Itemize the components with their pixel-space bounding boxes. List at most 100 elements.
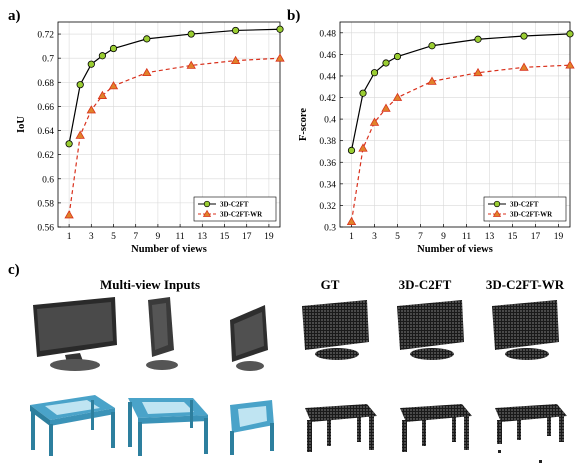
fscore-series-1-point <box>359 89 367 97</box>
iou-series-1-line <box>68 28 281 144</box>
fscore-ytick-label: 0.44 <box>319 72 336 82</box>
iou-xtick-label: 3 <box>89 232 94 242</box>
fscore-xtick-label: 13 <box>485 232 495 242</box>
iou-ytick-label: 0.56 <box>37 224 54 234</box>
fscore-xtick-label: 5 <box>395 232 400 242</box>
fscore-series-1-point <box>428 42 436 50</box>
iou-series-1-point <box>76 81 84 89</box>
monitor-3d-c2ft-voxel <box>397 300 464 360</box>
iou-ytick-label: 0.62 <box>37 151 54 161</box>
iou-series-1-point <box>187 30 195 38</box>
iou-xtick-label: 9 <box>156 232 161 242</box>
monitor-input-view-1 <box>33 297 117 371</box>
fscore-series-1-point <box>347 146 356 154</box>
iou-series-2-line <box>68 57 281 216</box>
iou-series-2-point <box>75 130 85 139</box>
table-input-view-1 <box>30 395 115 456</box>
header-3d-c2ft-wr: 3D-C2FT-WR <box>485 277 565 292</box>
iou-series-1-point <box>109 44 118 53</box>
iou-ytick-label: 0.64 <box>37 127 54 137</box>
monitor-gt-voxel <box>302 300 369 360</box>
table-3d-c2ft-voxel <box>400 404 472 452</box>
iou-xtick-label: 7 <box>133 232 138 242</box>
iou-series-2-point <box>275 53 285 62</box>
iou-series-1-point <box>276 25 284 33</box>
iou-ytick-label: 0.7 <box>42 55 54 65</box>
iou-ytick-label: 0.6 <box>42 175 54 185</box>
fscore-ylabel: F-score <box>298 108 309 141</box>
panel-b-label: b) <box>287 8 301 24</box>
iou-xtick-label: 11 <box>176 232 185 242</box>
iou-series-2-point <box>230 55 241 64</box>
table-3d-c2ft-wr-voxel <box>495 404 567 463</box>
iou-ytick-label: 0.58 <box>37 199 54 209</box>
panel-c-label: c) <box>8 262 20 278</box>
fscore-series-1-point <box>382 59 390 67</box>
monitor-input-view-3 <box>230 305 268 371</box>
iou-ytick-label: 0.72 <box>37 31 54 41</box>
fscore-series-1-point <box>566 30 574 38</box>
fscore-xtick-label: 15 <box>508 232 518 242</box>
iou-series-1-point <box>143 35 151 43</box>
iou-legend-marker-1 <box>203 200 211 208</box>
fscore-series-2-point <box>519 62 529 71</box>
fscore-xtick-label: 7 <box>418 232 423 242</box>
fscore-series-2-point <box>346 216 357 226</box>
table-gt-voxel <box>305 404 377 452</box>
iou-xtick-label: 17 <box>242 232 252 242</box>
fscore-ytick-label: 0.4 <box>324 116 336 126</box>
iou-series-2-point <box>108 81 119 90</box>
header-multiview-inputs: Multi-view Inputs <box>99 277 201 292</box>
fscore-series-2-point <box>369 117 380 126</box>
fscore-xtick-label: 1 <box>349 232 354 242</box>
fscore-series-2-point <box>358 143 368 152</box>
fscore-series-2-point <box>381 103 391 112</box>
iou-series-1-point <box>232 26 240 35</box>
fscore-chart: 0.30.320.340.360.380.40.420.440.460.481 3… <box>298 21 575 255</box>
iou-legend-label-1: 3D-C2FT <box>220 201 249 209</box>
iou-chart: 0.560.580.60.620.640.660.680.70.721 3 5 7 9 1… <box>16 21 285 255</box>
fscore-legend-marker-2 <box>492 209 502 217</box>
iou-series-1-point <box>87 60 95 68</box>
iou-series-1-point <box>98 52 107 60</box>
fscore-legend-label-2: 3D-C2FT-WR <box>510 211 553 219</box>
iou-series-2-point <box>186 60 196 69</box>
fscore-series-1-point <box>474 35 482 43</box>
fscore-series-2-point <box>427 76 437 85</box>
fscore-legend-marker-1 <box>493 200 501 208</box>
fscore-ytick-label: 0.46 <box>319 51 336 61</box>
iou-series-1-point <box>65 140 73 148</box>
iou-xtick-label: 13 <box>198 232 208 242</box>
iou-xtick-label: 15 <box>220 232 230 242</box>
fscore-xtick-label: 3 <box>372 232 377 242</box>
monitor-input-view-2 <box>146 297 178 370</box>
fscore-ytick-label: 0.3 <box>324 224 336 234</box>
fscore-series-1-point <box>370 69 379 77</box>
fscore-ytick-label: 0.34 <box>319 180 336 190</box>
header-3d-c2ft: 3D-C2FT <box>398 277 452 292</box>
iou-series-2-point <box>64 210 74 219</box>
fscore-legend-label-1: 3D-C2FT <box>510 201 539 209</box>
fscore-series-1-point <box>520 32 528 40</box>
table-input-view-2 <box>128 398 208 456</box>
fscore-ytick-label: 0.48 <box>319 29 336 39</box>
fscore-ytick-label: 0.32 <box>319 202 336 212</box>
iou-plot-frame <box>57 21 281 228</box>
table-input-view-3 <box>230 400 274 455</box>
panel-a-label: a) <box>8 8 21 24</box>
fscore-xtick-label: 9 <box>441 232 446 242</box>
iou-xtick-label: 19 <box>264 232 274 242</box>
iou-series-2-point <box>86 105 96 114</box>
iou-legend-label-2: 3D-C2FT-WR <box>220 211 263 219</box>
fscore-xtick-label: 11 <box>462 232 471 242</box>
fscore-series-1-line <box>350 33 571 151</box>
fscore-plot-frame <box>339 21 571 228</box>
iou-ytick-label: 0.66 <box>37 103 54 113</box>
monitor-3d-c2ft-wr-voxel <box>492 300 559 360</box>
iou-ylabel: IoU <box>16 116 27 133</box>
iou-series-2-point <box>142 67 152 77</box>
iou-xlabel: Number of views <box>131 244 207 255</box>
fscore-series-2-point <box>473 67 483 77</box>
header-gt: GT <box>320 277 340 292</box>
fscore-series-2-point <box>392 92 403 101</box>
